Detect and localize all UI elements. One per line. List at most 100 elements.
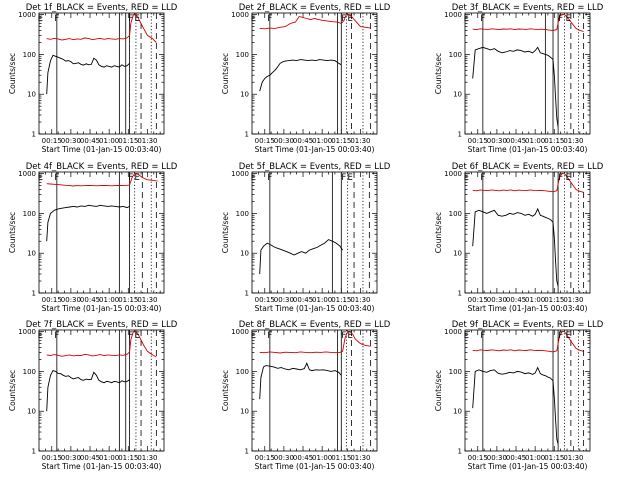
y-tick-label: 10 xyxy=(27,91,36,99)
detector-panel-3: Det 3f_BLACK = Events, RED = LLD 1 10 100 10… xyxy=(434,3,604,154)
event-lines xyxy=(56,330,157,451)
phase-marker: F xyxy=(480,331,485,341)
x-tick-label: 01:15 xyxy=(118,137,138,145)
detector-panel-2: Det 2f_BLACK = Events, RED = LLD 1 10 100 10… xyxy=(221,3,391,154)
y-tick-label: 1 xyxy=(245,290,249,298)
phase-marker: E xyxy=(464,331,469,341)
x-tick-label: 00:45 xyxy=(80,454,100,462)
y-tick-label: 10 xyxy=(240,91,249,99)
event-lines xyxy=(482,13,585,134)
x-tick-label: 00:15 xyxy=(468,454,488,462)
x-tick-label: 01:00 xyxy=(312,296,332,304)
y-axis-label: Counts/sec xyxy=(434,53,443,94)
events-series-line xyxy=(259,239,343,275)
lld-series-line xyxy=(46,173,158,187)
phase-marker: E xyxy=(135,14,140,24)
event-lines xyxy=(269,13,372,134)
x-tick-label: 01:00 xyxy=(99,296,119,304)
detector-panel-8: Det 8f_BLACK = Events, RED = LLD 1 10 100 10… xyxy=(221,320,391,471)
x-tick-label: 00:15 xyxy=(255,454,275,462)
y-axis-label: Counts/sec xyxy=(434,212,443,253)
detector-panel-1: Det 1f_BLACK = Events, RED = LLD 1 10 100 10… xyxy=(8,3,178,154)
phase-marker: F xyxy=(558,173,563,183)
x-tick-label: 00:30 xyxy=(487,296,507,304)
phase-marker: E xyxy=(566,14,571,24)
x-tick-label: 00:45 xyxy=(293,137,313,145)
y-axis-label: Counts/sec xyxy=(221,212,230,253)
y-tick-label: 1 xyxy=(458,448,462,456)
x-tick-label: 01:30 xyxy=(137,454,157,462)
axes-frame xyxy=(38,12,165,135)
x-tick-label: 01:15 xyxy=(331,296,351,304)
x-tick-label: 00:15 xyxy=(255,137,275,145)
axes-frame xyxy=(464,12,591,135)
y-tick-label: 1000 xyxy=(444,328,462,336)
x-tick-label: 00:15 xyxy=(255,296,275,304)
event-lines xyxy=(56,172,157,293)
phase-marker: F xyxy=(54,331,59,341)
phase-marker: F xyxy=(341,331,346,341)
y-tick-label: 10 xyxy=(27,408,36,416)
x-axis-label: Start Time (01-Jan-15 00:03:40) xyxy=(42,145,162,154)
y-tick-label: 1 xyxy=(32,131,36,139)
events-series-line xyxy=(46,54,130,95)
x-tick-label: 01:30 xyxy=(137,296,157,304)
y-axis-label: Counts/sec xyxy=(8,53,17,94)
lld-series-line xyxy=(46,14,157,43)
panel-title: Det 3f_BLACK = Events, RED = LLD xyxy=(452,3,604,13)
y-tick-label: 10 xyxy=(453,91,462,99)
y-tick-label: 1 xyxy=(245,448,249,456)
phase-marker: F xyxy=(54,173,59,183)
x-tick-label: 01:30 xyxy=(350,296,370,304)
x-tick-label: 00:30 xyxy=(61,454,81,462)
phase-marker: F xyxy=(128,14,133,24)
x-axis-label: Start Time (01-Jan-15 00:03:40) xyxy=(255,145,375,154)
x-tick-label: 00:15 xyxy=(42,454,62,462)
y-axis-label: Counts/sec xyxy=(8,212,17,253)
y-tick-label: 1000 xyxy=(231,11,249,19)
phase-marker: F xyxy=(128,173,133,183)
y-tick-label: 1000 xyxy=(444,11,462,19)
x-tick-label: 00:30 xyxy=(61,296,81,304)
phase-marker: F xyxy=(54,14,59,24)
phase-marker: F xyxy=(341,14,346,24)
phase-marker: E xyxy=(38,14,43,24)
x-tick-label: 01:00 xyxy=(525,137,545,145)
x-tick-label: 00:30 xyxy=(487,454,507,462)
y-axis-label: Counts/sec xyxy=(8,370,17,411)
x-tick-label: 01:15 xyxy=(544,296,564,304)
y-tick-label: 1000 xyxy=(18,11,36,19)
x-tick-label: 01:30 xyxy=(350,454,370,462)
x-axis-label: Start Time (01-Jan-15 00:03:40) xyxy=(42,462,162,471)
event-lines xyxy=(269,172,370,293)
x-tick-label: 01:30 xyxy=(563,296,583,304)
lld-series-line xyxy=(259,14,371,30)
phase-marker: F xyxy=(267,14,272,24)
x-axis-label: Start Time (01-Jan-15 00:03:40) xyxy=(255,304,375,313)
phase-marker: E xyxy=(348,173,353,183)
axes-frame xyxy=(464,171,591,294)
y-tick-label: 1000 xyxy=(444,170,462,178)
events-series-line xyxy=(46,204,130,242)
axes-frame xyxy=(38,171,165,294)
x-tick-label: 00:30 xyxy=(274,454,294,462)
x-tick-label: 00:45 xyxy=(506,296,526,304)
events-series-line xyxy=(472,207,559,287)
phase-marker: F xyxy=(128,331,133,341)
event-lines xyxy=(482,330,585,451)
x-tick-label: 01:15 xyxy=(118,296,138,304)
y-tick-label: 100 xyxy=(449,210,462,218)
phase-marker: F xyxy=(558,14,563,24)
y-tick-label: 10 xyxy=(453,408,462,416)
panel-title: Det 8f_BLACK = Events, RED = LLD xyxy=(239,320,391,330)
x-axis-label: Start Time (01-Jan-15 00:03:40) xyxy=(468,304,588,313)
event-lines xyxy=(269,330,372,451)
phase-marker: E xyxy=(464,173,469,183)
y-tick-label: 100 xyxy=(236,368,249,376)
x-tick-label: 01:00 xyxy=(312,137,332,145)
x-tick-label: 01:30 xyxy=(350,137,370,145)
x-tick-label: 00:30 xyxy=(487,137,507,145)
phase-marker: F xyxy=(480,173,485,183)
detector-panel-6: Det 6f_BLACK = Events, RED = LLD 1 10 100 10… xyxy=(434,162,604,313)
